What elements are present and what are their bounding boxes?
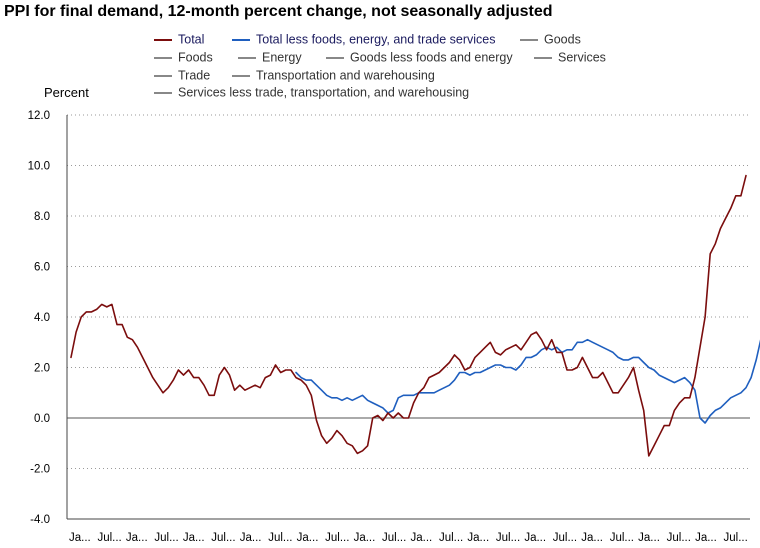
legend-item[interactable]: Goods bbox=[520, 32, 581, 47]
legend-item[interactable]: Energy bbox=[238, 50, 302, 65]
legend-label: Trade bbox=[178, 68, 211, 83]
y-tick-label: 2.0 bbox=[34, 363, 50, 375]
x-tick-label: Ja... bbox=[240, 532, 262, 544]
legend-swatch bbox=[232, 38, 250, 41]
legend-label: Goods less foods and energy bbox=[350, 50, 513, 65]
x-tick-label: Jul... bbox=[382, 532, 406, 544]
x-tick-label: Jul... bbox=[325, 532, 349, 544]
legend-label: Total bbox=[178, 32, 205, 47]
legend-label: Goods bbox=[544, 32, 581, 47]
y-tick-label: -2.0 bbox=[30, 464, 50, 476]
legend-swatch bbox=[232, 74, 250, 77]
legend-item[interactable]: Total bbox=[154, 32, 204, 47]
x-tick-label: Jul... bbox=[496, 532, 520, 544]
legend-label: Energy bbox=[262, 50, 302, 65]
x-tick-label: Jul... bbox=[724, 532, 748, 544]
x-tick-label: Ja... bbox=[524, 532, 546, 544]
y-tick-label: 4.0 bbox=[34, 312, 50, 324]
x-tick-label: Ja... bbox=[467, 532, 489, 544]
legend-swatch bbox=[238, 56, 256, 59]
y-tick-label: -4.0 bbox=[30, 514, 50, 526]
y-tick-label: 0.0 bbox=[34, 413, 50, 425]
x-tick-label: Ja... bbox=[638, 532, 660, 544]
x-tick-label: Jul... bbox=[667, 532, 691, 544]
legend-swatch bbox=[154, 74, 172, 77]
x-tick-label: Jul... bbox=[211, 532, 235, 544]
x-tick-label: Jul... bbox=[268, 532, 292, 544]
y-tick-label: 12.0 bbox=[28, 110, 50, 122]
legend-label: Services less trade, transportation, and… bbox=[178, 85, 470, 100]
legend-swatch bbox=[154, 91, 172, 94]
series-line-total bbox=[70, 174, 747, 457]
legend-swatch bbox=[154, 56, 172, 59]
legend-label: Foods bbox=[178, 50, 213, 65]
x-tick-label: Ja... bbox=[183, 532, 205, 544]
legend-label: Services bbox=[558, 50, 606, 65]
x-tick-label: Jul... bbox=[154, 532, 178, 544]
chart-title: PPI for final demand, 12-month percent c… bbox=[4, 3, 553, 20]
x-tick-label: Ja... bbox=[581, 532, 603, 544]
legend-swatch bbox=[326, 56, 344, 59]
x-tick-label: Jul... bbox=[439, 532, 463, 544]
legend-swatch bbox=[154, 38, 172, 41]
y-tick-label: 10.0 bbox=[28, 161, 50, 173]
legend-item[interactable]: Foods bbox=[154, 50, 213, 65]
x-tick-label: Ja... bbox=[695, 532, 717, 544]
legend-item[interactable]: Trade bbox=[154, 68, 210, 83]
y-tick-label: 8.0 bbox=[34, 211, 50, 223]
x-tick-label: Jul... bbox=[553, 532, 577, 544]
legend-item[interactable]: Goods less foods and energy bbox=[326, 50, 513, 65]
x-tick-label: Ja... bbox=[297, 532, 319, 544]
legend-item[interactable]: Services bbox=[534, 50, 606, 65]
legend-item[interactable]: Transportation and warehousing bbox=[232, 68, 435, 83]
legend-swatch bbox=[520, 38, 538, 41]
legend-item[interactable]: Total less foods, energy, and trade serv… bbox=[232, 32, 495, 47]
x-tick-label: Jul... bbox=[610, 532, 634, 544]
legend-label: Transportation and warehousing bbox=[256, 68, 435, 83]
legend-item[interactable]: Services less trade, transportation, and… bbox=[154, 85, 469, 100]
x-tick-label: Ja... bbox=[354, 532, 376, 544]
x-tick-label: Ja... bbox=[126, 532, 148, 544]
x-tick-label: Ja... bbox=[69, 532, 91, 544]
x-tick-label: Jul... bbox=[97, 532, 121, 544]
series-line-total-less-foods-energy-trade bbox=[295, 338, 760, 424]
legend-label: Total less foods, energy, and trade serv… bbox=[256, 32, 496, 47]
x-tick-label: Ja... bbox=[411, 532, 433, 544]
legend-swatch bbox=[534, 56, 552, 59]
y-axis-label: Percent bbox=[44, 85, 89, 100]
y-tick-label: 6.0 bbox=[34, 262, 50, 274]
